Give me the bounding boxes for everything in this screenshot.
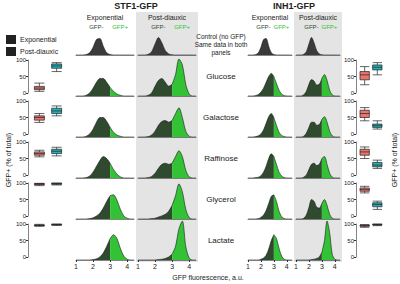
svg-text:50: 50 — [347, 156, 354, 162]
svg-text:Lactate: Lactate — [208, 236, 235, 245]
svg-text:0: 0 — [351, 172, 355, 178]
svg-text:Post-diauxic: Post-diauxic — [20, 48, 59, 55]
svg-text:100: 100 — [344, 221, 355, 227]
svg-text:100: 100 — [344, 98, 355, 104]
svg-text:2: 2 — [259, 263, 263, 270]
svg-text:4: 4 — [333, 263, 337, 270]
svg-text:Same data in both: Same data in both — [195, 41, 248, 48]
svg-text:0: 0 — [23, 254, 27, 260]
svg-text:Exponential: Exponential — [87, 14, 124, 22]
svg-text:50: 50 — [347, 74, 354, 80]
svg-text:50: 50 — [347, 238, 354, 244]
svg-text:100: 100 — [16, 98, 27, 104]
svg-text:100: 100 — [16, 57, 27, 63]
svg-text:100: 100 — [344, 57, 355, 63]
svg-text:Exponential: Exponential — [252, 14, 289, 22]
svg-text:GFP-: GFP- — [89, 24, 103, 30]
svg-text:2: 2 — [91, 263, 95, 270]
svg-text:Glycerol: Glycerol — [206, 195, 236, 204]
svg-text:2: 2 — [153, 263, 157, 270]
svg-text:Post-diauxic: Post-diauxic — [148, 14, 187, 21]
svg-text:GFP+: GFP+ — [112, 24, 128, 30]
svg-text:50: 50 — [19, 156, 26, 162]
svg-text:0: 0 — [23, 90, 27, 96]
svg-text:GFP fluorescence, a.u.: GFP fluorescence, a.u. — [172, 274, 244, 281]
svg-text:4: 4 — [285, 263, 289, 270]
svg-text:0: 0 — [351, 131, 355, 137]
svg-text:INH1-GFP: INH1-GFP — [273, 1, 315, 11]
svg-text:3: 3 — [272, 263, 276, 270]
svg-text:Exponential: Exponential — [20, 36, 57, 44]
svg-text:GFP-: GFP- — [304, 24, 318, 30]
svg-text:GFP+ (% of total): GFP+ (% of total) — [5, 133, 13, 187]
svg-text:100: 100 — [16, 180, 27, 186]
svg-text:1: 1 — [136, 263, 140, 270]
svg-text:100: 100 — [344, 180, 355, 186]
svg-text:50: 50 — [19, 238, 26, 244]
svg-text:3: 3 — [320, 263, 324, 270]
svg-text:50: 50 — [19, 197, 26, 203]
svg-text:GFP+: GFP+ — [274, 24, 290, 30]
svg-text:50: 50 — [19, 74, 26, 80]
svg-text:0: 0 — [351, 213, 355, 219]
svg-text:50: 50 — [347, 115, 354, 121]
svg-text:Glucose: Glucose — [206, 72, 236, 81]
svg-text:1: 1 — [246, 263, 250, 270]
svg-text:100: 100 — [16, 221, 27, 227]
svg-text:GFP+: GFP+ — [322, 24, 338, 30]
svg-text:3: 3 — [108, 263, 112, 270]
svg-text:0: 0 — [351, 254, 355, 260]
svg-text:Control (no GFP): Control (no GFP) — [196, 33, 246, 41]
svg-text:4: 4 — [125, 263, 129, 270]
svg-text:Raffinose: Raffinose — [204, 154, 238, 163]
svg-text:1: 1 — [294, 263, 298, 270]
svg-text:100: 100 — [344, 139, 355, 145]
svg-text:2: 2 — [307, 263, 311, 270]
svg-text:Post-diauxic: Post-diauxic — [299, 14, 338, 21]
svg-text:0: 0 — [23, 172, 27, 178]
svg-text:GFP-: GFP- — [256, 24, 270, 30]
svg-text:3: 3 — [170, 263, 174, 270]
svg-text:1: 1 — [74, 263, 78, 270]
svg-text:0: 0 — [351, 90, 355, 96]
svg-text:STF1-GFP: STF1-GFP — [114, 1, 158, 11]
svg-text:0: 0 — [23, 131, 27, 137]
svg-text:100: 100 — [16, 139, 27, 145]
svg-text:0: 0 — [23, 213, 27, 219]
svg-text:4: 4 — [187, 263, 191, 270]
svg-text:panels: panels — [211, 49, 231, 57]
svg-text:Galactose: Galactose — [203, 113, 240, 122]
svg-text:GFP-: GFP- — [151, 24, 165, 30]
svg-text:50: 50 — [347, 197, 354, 203]
svg-text:GFP+ (% of total): GFP+ (% of total) — [391, 133, 399, 187]
svg-text:50: 50 — [19, 115, 26, 121]
svg-text:GFP+: GFP+ — [174, 24, 190, 30]
